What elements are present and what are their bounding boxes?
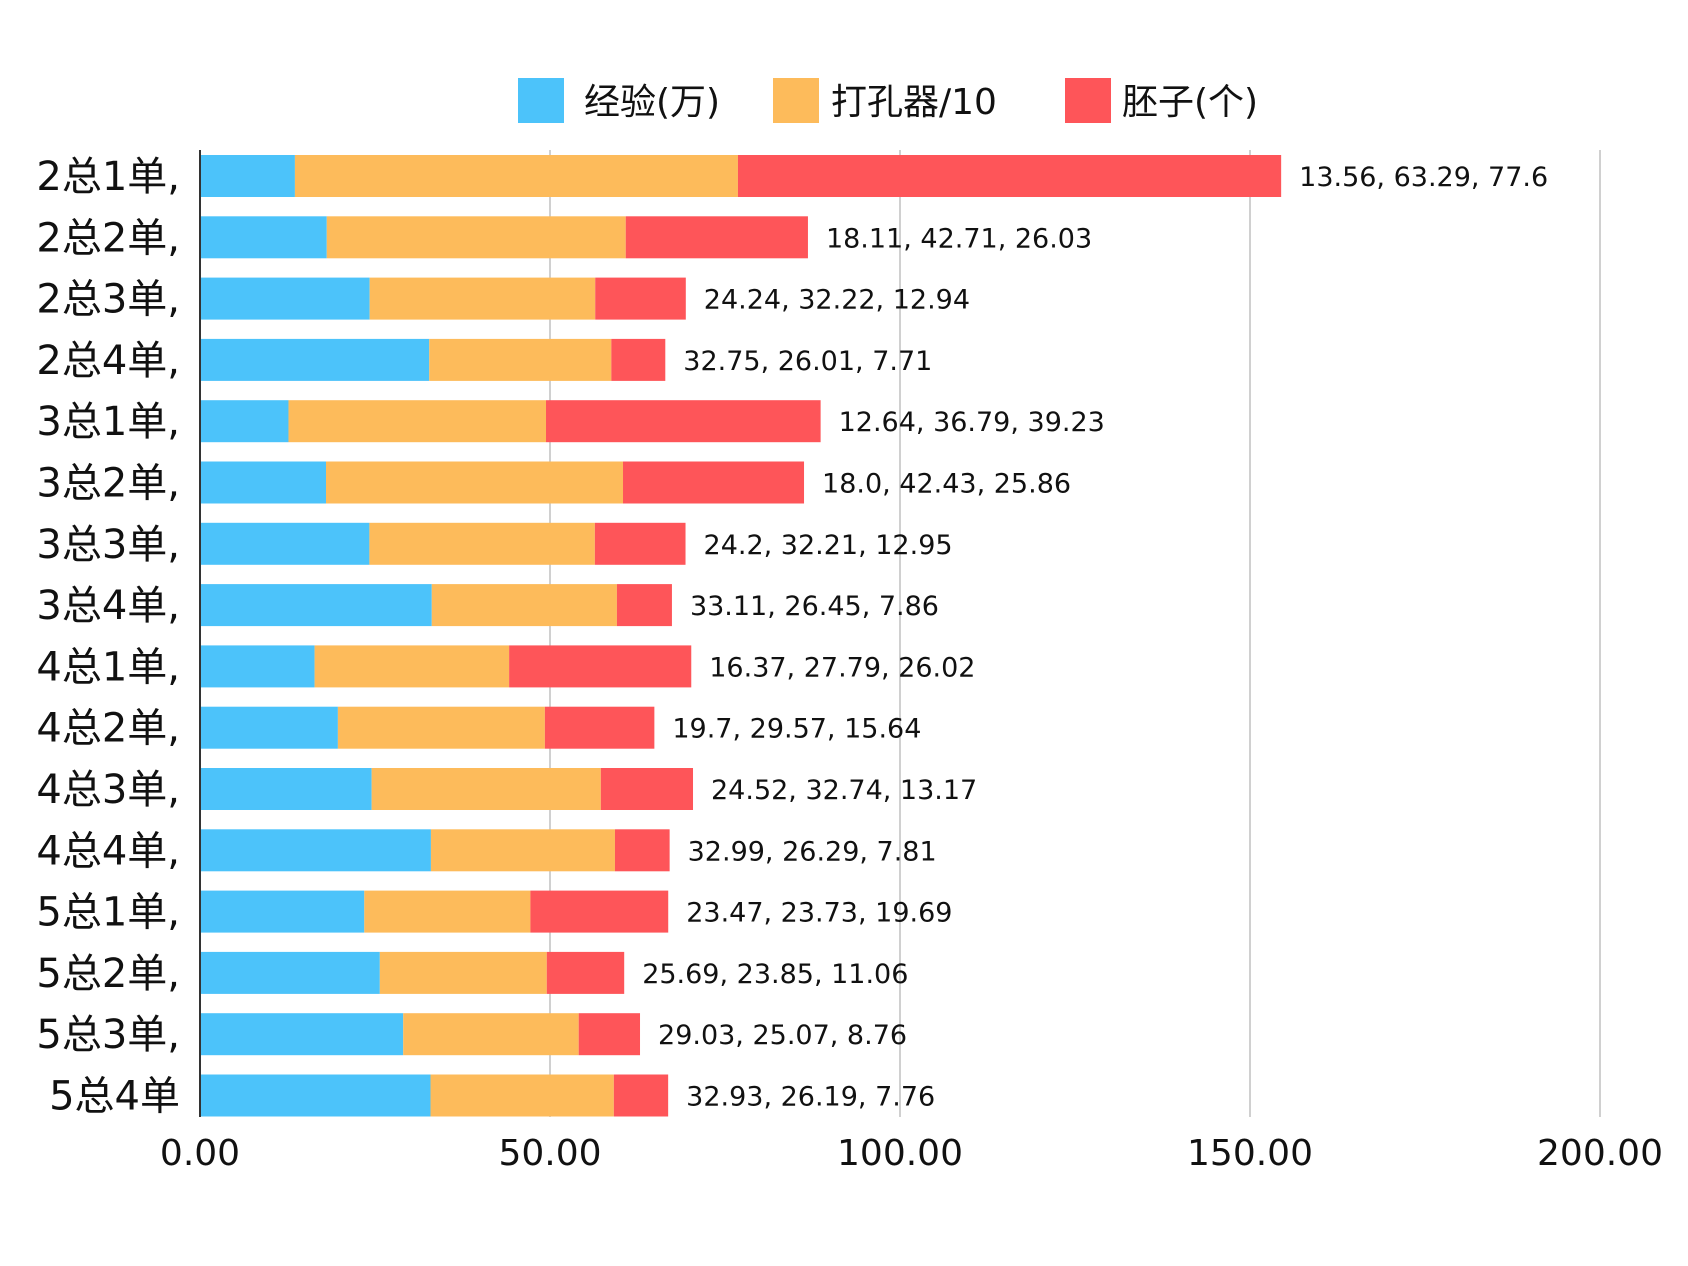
- bar-segment: [200, 584, 432, 627]
- y-category-label: 2总1单,: [36, 154, 180, 200]
- bar-segment: [200, 768, 372, 810]
- bar-segment: [430, 1074, 614, 1117]
- bar-segment: [200, 645, 315, 688]
- y-category-label: 2总3单,: [36, 277, 180, 323]
- y-category-label: 3总3单,: [36, 522, 180, 568]
- bars: [200, 155, 1282, 1117]
- bar-segment: [369, 522, 595, 565]
- bar-segment: [737, 155, 1282, 197]
- y-category-label: 3总2单,: [36, 461, 180, 507]
- legend-label: 胚子(个): [1122, 82, 1258, 123]
- bar-segment: [200, 522, 370, 565]
- y-category-label: 3总1单,: [36, 399, 180, 445]
- y-category-label: 3总4单,: [36, 583, 180, 629]
- x-tick-label: 150.00: [1187, 1133, 1313, 1174]
- bar-segment: [614, 829, 670, 872]
- bar-segment: [314, 645, 510, 688]
- x-tick-label: 200.00: [1537, 1133, 1663, 1174]
- data-label: 25.69, 23.85, 11.06: [642, 959, 908, 990]
- legend: 经验(万) 打孔器/10 胚子(个): [518, 78, 1258, 123]
- bar-segment: [200, 1013, 404, 1056]
- bar-segment: [544, 706, 655, 749]
- data-label: 29.03, 25.07, 8.76: [658, 1020, 907, 1051]
- y-category-label: 4总4单,: [36, 828, 180, 874]
- legend-label: 打孔器/10: [831, 82, 997, 123]
- x-tick-label: 50.00: [498, 1133, 601, 1174]
- bar-segment: [546, 400, 821, 443]
- data-label: 24.52, 32.74, 13.17: [711, 775, 977, 806]
- y-category-label: 5总2单,: [36, 951, 180, 997]
- y-category-label: 2总2单,: [36, 215, 180, 261]
- data-label: 24.24, 32.22, 12.94: [704, 285, 970, 316]
- y-category-label: 4总2单,: [36, 706, 180, 752]
- bar-segment: [200, 706, 338, 749]
- bar-segment: [594, 522, 686, 565]
- bar-segment: [200, 829, 431, 872]
- bar-segment: [429, 338, 612, 381]
- bar-segment: [200, 155, 295, 197]
- data-label: 18.11, 42.71, 26.03: [826, 223, 1092, 254]
- bar-segment: [200, 400, 289, 443]
- bar-segment: [200, 277, 370, 320]
- legend-swatch: [773, 78, 819, 123]
- data-label: 19.7, 29.57, 15.64: [672, 714, 921, 745]
- bar-segment: [625, 216, 808, 259]
- legend-swatch: [518, 78, 564, 123]
- y-category-label: 5总3单,: [36, 1012, 180, 1058]
- bar-segment: [371, 768, 601, 810]
- data-label: 18.0, 42.43, 25.86: [822, 469, 1071, 500]
- bar-segment: [379, 951, 547, 994]
- bar-segment: [430, 829, 615, 872]
- data-label: 32.75, 26.01, 7.71: [683, 346, 932, 377]
- bar-segment: [623, 461, 805, 504]
- bar-segment: [200, 1074, 431, 1117]
- bar-segment: [200, 461, 326, 504]
- bar-segment: [326, 216, 626, 259]
- labels: 0.00 50.00 100.00 150.00 200.00 2总1单, 13.56, 6…: [36, 154, 1663, 1174]
- bar-segment: [200, 951, 380, 994]
- bar-segment: [509, 645, 692, 688]
- bar-segment: [431, 584, 617, 627]
- bar-segment: [288, 400, 547, 443]
- bar-segment: [546, 951, 625, 994]
- bar-segment: [294, 155, 738, 197]
- y-category-label: 5总1单,: [36, 890, 180, 936]
- y-category-label: 4总1单,: [36, 644, 180, 690]
- bar-segment: [403, 1013, 579, 1056]
- data-label: 32.93, 26.19, 7.76: [686, 1082, 935, 1113]
- bar-segment: [200, 216, 327, 259]
- data-label: 24.2, 32.21, 12.95: [704, 530, 953, 561]
- bar-segment: [611, 338, 666, 381]
- bar-segment: [337, 706, 545, 749]
- bar-segment: [200, 338, 430, 381]
- bar-segment: [530, 890, 669, 933]
- x-tick-label: 100.00: [837, 1133, 963, 1174]
- data-label: 33.11, 26.45, 7.86: [690, 591, 939, 622]
- bar-segment: [600, 768, 694, 810]
- bar-segment: [364, 890, 531, 933]
- bar-segment: [613, 1074, 669, 1117]
- y-category-label: 2总4单,: [36, 338, 180, 384]
- x-tick-label: 0.00: [160, 1133, 240, 1174]
- bar-segment: [326, 461, 624, 504]
- bar-segment: [595, 277, 686, 320]
- bar-segment: [200, 890, 365, 933]
- y-category-label: 5总4单: [49, 1074, 180, 1120]
- legend-swatch: [1065, 78, 1111, 123]
- data-label: 23.47, 23.73, 19.69: [686, 898, 952, 929]
- data-label: 32.99, 26.29, 7.81: [688, 836, 937, 867]
- y-category-label: 4总3单,: [36, 767, 180, 813]
- bar-segment: [616, 584, 672, 627]
- bar-segment: [578, 1013, 641, 1056]
- data-label: 13.56, 63.29, 77.6: [1299, 162, 1548, 193]
- data-label: 12.64, 36.79, 39.23: [839, 407, 1105, 438]
- legend-label: 经验(万): [584, 82, 720, 123]
- data-label: 16.37, 27.79, 26.02: [709, 652, 975, 683]
- bar-segment: [369, 277, 596, 320]
